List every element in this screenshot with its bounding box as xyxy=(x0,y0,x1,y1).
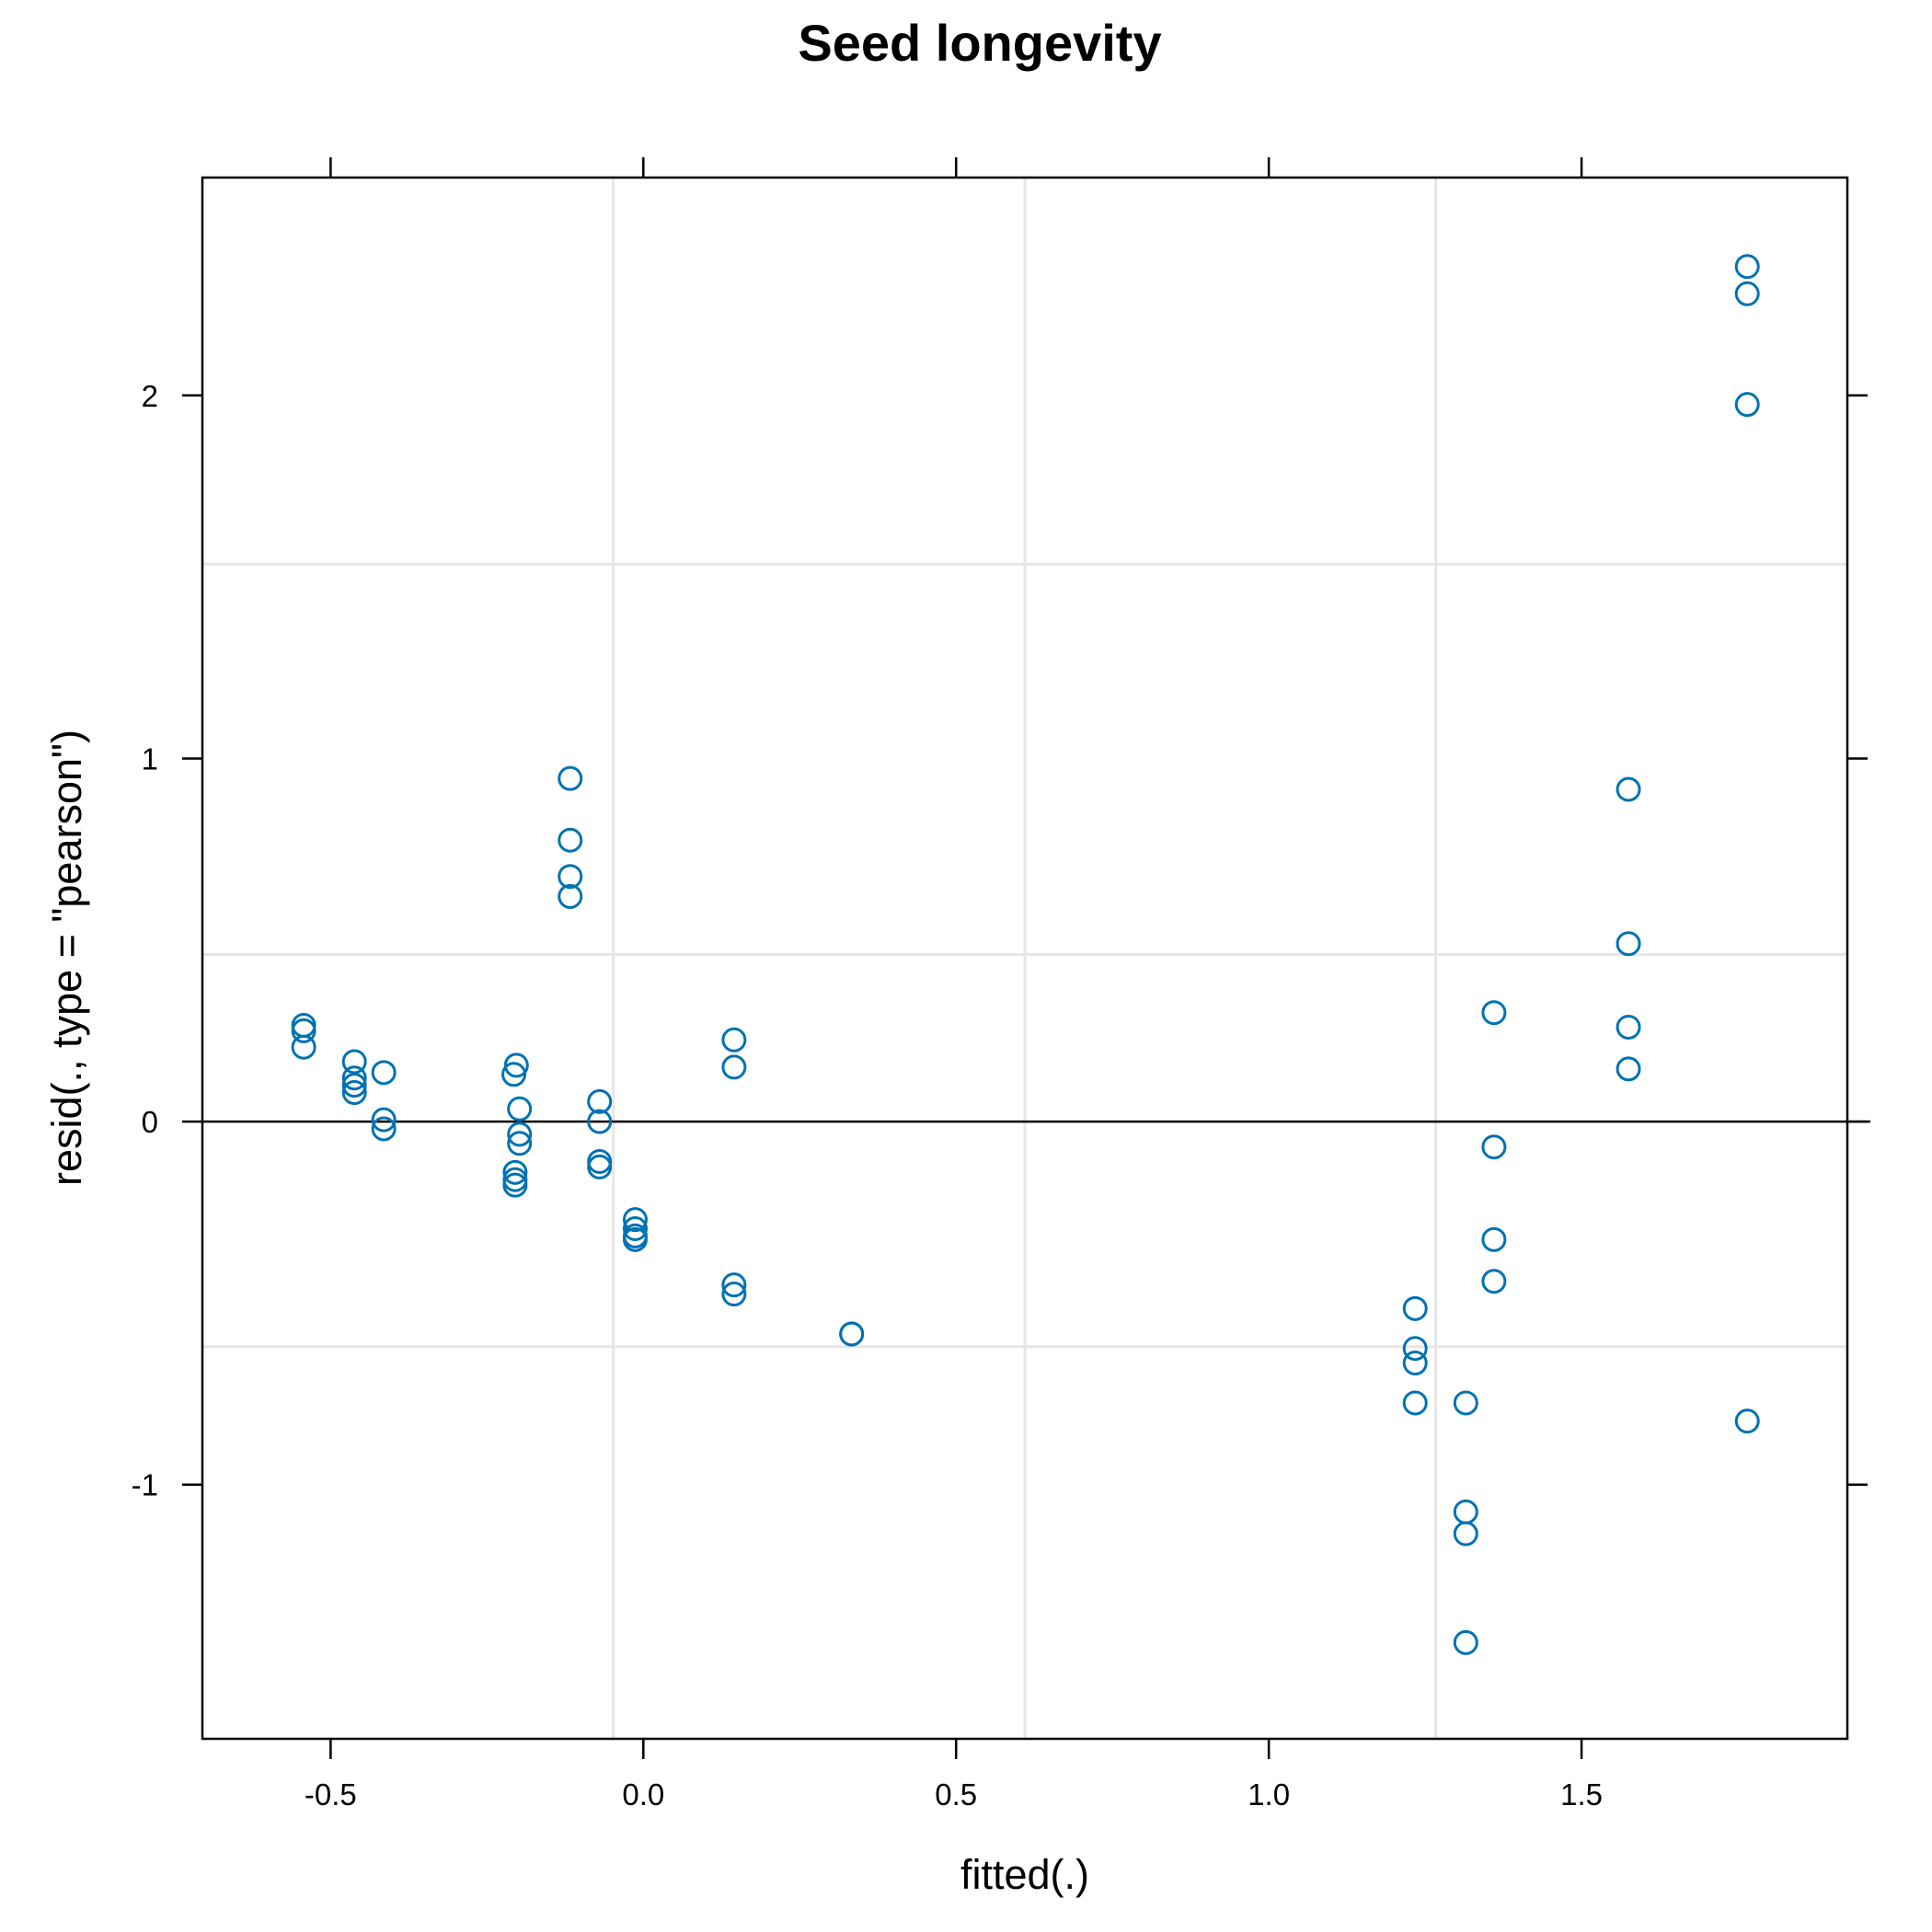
data-point-21 xyxy=(558,883,583,909)
data-point-2 xyxy=(291,1034,316,1060)
x-tick-label-1: 0.0 xyxy=(622,1777,664,1811)
data-point-27 xyxy=(622,1216,648,1242)
data-point-12 xyxy=(507,1096,533,1121)
data-point-52 xyxy=(1734,254,1760,280)
data-point-37 xyxy=(1402,1336,1428,1362)
y-axis-label: resid(., type = "pearson") xyxy=(43,730,90,1186)
data-point-6 xyxy=(341,1080,367,1106)
data-point-42 xyxy=(1453,1521,1478,1547)
data-point-4 xyxy=(341,1065,367,1091)
data-point-13 xyxy=(507,1121,533,1147)
data-point-31 xyxy=(721,1054,747,1080)
data-point-23 xyxy=(587,1109,613,1134)
data-point-48 xyxy=(1616,776,1641,802)
data-point-43 xyxy=(1453,1629,1478,1655)
data-point-46 xyxy=(1481,1226,1507,1252)
data-point-54 xyxy=(1734,392,1760,418)
x-tick-label-2: 0.5 xyxy=(935,1777,977,1811)
y-tick-label-2: 1 xyxy=(142,742,158,776)
chart-title: Seed longevity xyxy=(798,14,1161,72)
axis-ticks: -0.5 0.0 0.5 1.0 1.5 -1 0 1 2 xyxy=(132,157,1868,1811)
data-point-44 xyxy=(1481,1000,1507,1026)
data-point-38 xyxy=(1402,1351,1428,1376)
data-point-9 xyxy=(371,1116,397,1142)
x-tick-label-3: 1.0 xyxy=(1248,1777,1290,1811)
x-tick-label-0: -0.5 xyxy=(305,1777,357,1811)
data-point-26 xyxy=(622,1207,648,1233)
data-point-15 xyxy=(502,1159,528,1185)
x-axis-label: fitted(.) xyxy=(960,1851,1089,1898)
data-point-39 xyxy=(1402,1390,1428,1416)
data-point-41 xyxy=(1453,1499,1478,1524)
data-point-7 xyxy=(371,1060,397,1086)
y-tick-label-0: -1 xyxy=(132,1468,158,1502)
data-point-20 xyxy=(558,864,583,890)
data-point-36 xyxy=(1402,1295,1428,1321)
data-point-11 xyxy=(501,1062,527,1087)
data-point-51 xyxy=(1616,1056,1641,1082)
data-point-24 xyxy=(587,1149,613,1175)
data-point-19 xyxy=(558,827,583,853)
y-tick-label-1: 0 xyxy=(142,1105,158,1139)
data-point-10 xyxy=(503,1052,529,1078)
data-point-29 xyxy=(622,1226,648,1252)
plot-frame xyxy=(201,176,1849,1741)
data-point-5 xyxy=(341,1073,367,1098)
data-point-47 xyxy=(1481,1269,1507,1294)
data-point-14 xyxy=(507,1131,533,1156)
data-point-53 xyxy=(1734,281,1760,306)
data-point-30 xyxy=(721,1027,747,1052)
data-point-3 xyxy=(341,1049,367,1075)
data-point-33 xyxy=(721,1282,747,1307)
data-point-45 xyxy=(1481,1134,1507,1160)
data-point-35 xyxy=(839,1321,865,1347)
data-point-55 xyxy=(1734,1409,1760,1434)
data-point-17 xyxy=(502,1172,528,1198)
data-point-25 xyxy=(587,1154,613,1179)
data-point-50 xyxy=(1616,1014,1641,1040)
gridlines xyxy=(202,178,1847,1739)
data-point-18 xyxy=(558,765,583,791)
data-points xyxy=(291,254,1760,1655)
data-point-32 xyxy=(721,1272,747,1298)
data-point-8 xyxy=(371,1107,397,1133)
data-point-40 xyxy=(1453,1390,1478,1416)
y-tick-label-3: 2 xyxy=(142,379,158,413)
data-point-1 xyxy=(291,1018,316,1043)
data-point-22 xyxy=(587,1088,613,1114)
x-tick-label-4: 1.5 xyxy=(1560,1777,1603,1811)
data-point-0 xyxy=(291,1013,316,1039)
data-point-49 xyxy=(1616,931,1641,957)
